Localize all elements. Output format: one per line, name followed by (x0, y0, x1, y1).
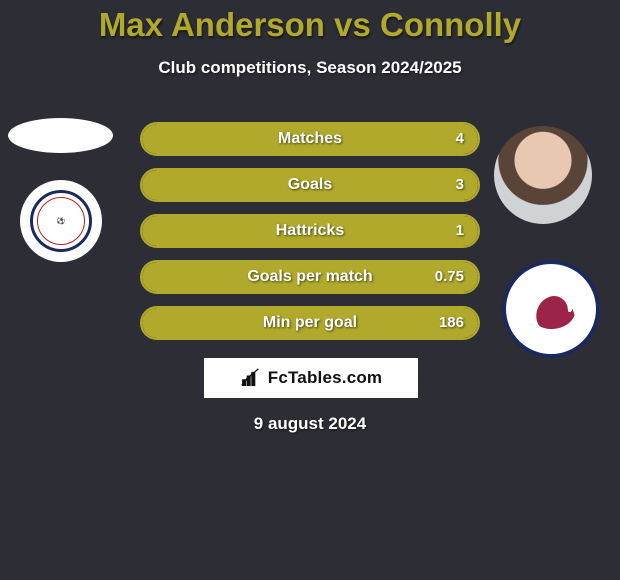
stat-label: Matches (142, 124, 478, 154)
brand-text: FcTables.com (268, 368, 383, 388)
stats-panel: Matches 4 Goals 3 Hattricks 1 Goals per … (140, 122, 480, 352)
stat-label: Goals per match (142, 262, 478, 292)
club-crest-icon: ⚽ (30, 190, 92, 252)
stat-value: 0.75 (435, 262, 464, 292)
page-title: Max Anderson vs Connolly (0, 0, 620, 44)
stat-row-goals-per-match: Goals per match 0.75 (140, 260, 480, 294)
stat-row-min-per-goal: Min per goal 186 (140, 306, 480, 340)
brand-badge: FcTables.com (204, 358, 418, 398)
lion-crest-icon (524, 282, 579, 337)
stat-row-goals: Goals 3 (140, 168, 480, 202)
stat-value: 186 (439, 308, 464, 338)
player2-avatar (494, 126, 592, 224)
stat-row-hattricks: Hattricks 1 (140, 214, 480, 248)
stat-value: 1 (456, 216, 464, 246)
stat-label: Goals (142, 170, 478, 200)
stat-row-matches: Matches 4 (140, 122, 480, 156)
stat-value: 4 (456, 124, 464, 154)
player1-club-badge: ⚽ (20, 180, 102, 262)
player2-club-badge (502, 260, 600, 358)
stat-label: Min per goal (142, 308, 478, 338)
snapshot-date: 9 august 2024 (0, 414, 620, 434)
stat-label: Hattricks (142, 216, 478, 246)
stat-value: 3 (456, 170, 464, 200)
page-subtitle: Club competitions, Season 2024/2025 (0, 58, 620, 78)
bar-chart-icon (240, 367, 262, 389)
player1-avatar (8, 118, 113, 153)
